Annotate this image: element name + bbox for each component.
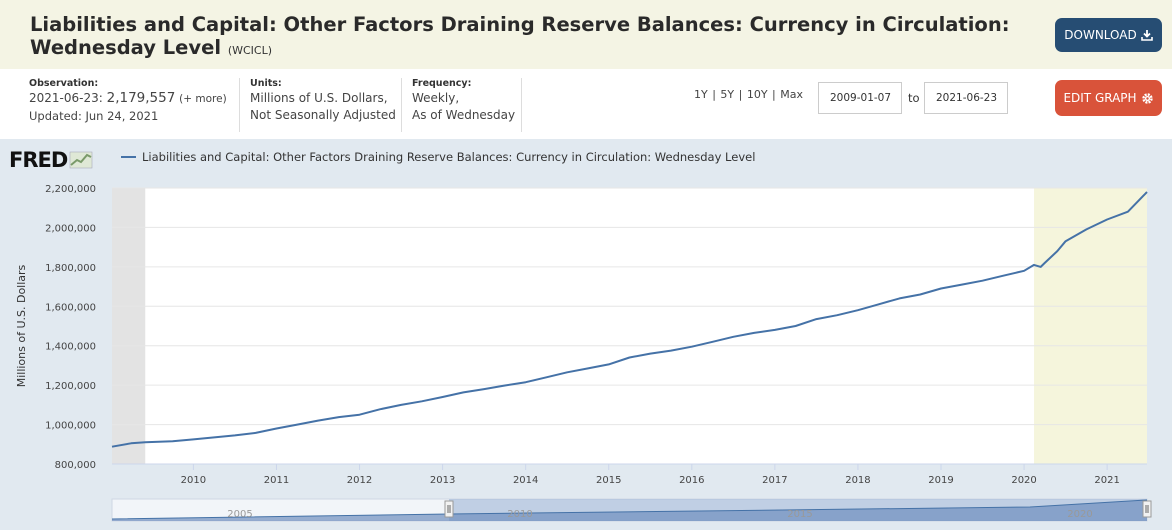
edit-graph-button[interactable]: EDIT GRAPH	[1055, 80, 1162, 116]
range-max-button[interactable]: Max	[780, 88, 804, 101]
frequency-block: Frequency: Weekly, As of Wednesday	[412, 78, 515, 124]
updated-date: Updated: Jun 24, 2021	[29, 109, 159, 123]
x-tick-label: 2015	[596, 475, 621, 486]
gear-icon	[1141, 92, 1153, 104]
y-tick-label: 1,600,000	[45, 302, 96, 313]
y-tick-label: 1,400,000	[45, 342, 96, 353]
observation-block: Observation: 2021-06-23: 2,179,557 (+ mo…	[29, 78, 227, 125]
x-tick-label: 2014	[513, 475, 538, 486]
navigator-handle[interactable]	[444, 500, 454, 518]
more-link[interactable]: (+ more)	[179, 93, 227, 105]
observation-value: 2,179,557	[106, 90, 176, 106]
x-tick-label: 2020	[1011, 475, 1036, 486]
divider	[401, 78, 402, 132]
chart-legend: Liabilities and Capital: Other Factors D…	[121, 150, 755, 164]
series-code: (WCICL)	[227, 44, 273, 57]
x-tick-label: 2012	[347, 475, 372, 486]
frequency-label: Frequency:	[412, 78, 472, 89]
y-tick-label: 2,000,000	[45, 223, 96, 234]
units-label: Units:	[250, 78, 282, 89]
edit-graph-label: EDIT GRAPH	[1063, 91, 1137, 105]
chart-trend-icon	[69, 151, 93, 169]
navigator-tick-label: 2005	[227, 509, 252, 520]
x-tick-label: 2017	[762, 475, 787, 486]
frequency-line-2: As of Wednesday	[412, 108, 516, 122]
series-line	[111, 191, 1148, 448]
observation-date: 2021-06-23:	[29, 91, 103, 105]
observation-label: Observation:	[29, 78, 99, 89]
y-tick-label: 1,200,000	[45, 381, 96, 392]
x-tick-label: 2011	[264, 475, 289, 486]
download-icon	[1140, 30, 1153, 41]
units-block: Units: Millions of U.S. Dollars, Not Sea…	[250, 78, 396, 124]
divider	[239, 78, 240, 132]
range-1y-button[interactable]: 1Y	[694, 88, 708, 101]
range-10y-button[interactable]: 10Y	[746, 88, 768, 101]
range-selector: 1Y | 5Y | 10Y | Max	[694, 88, 804, 101]
y-tick-label: 2,200,000	[45, 184, 96, 195]
navigator-handle[interactable]	[1142, 500, 1152, 518]
x-tick-label: 2018	[845, 475, 870, 486]
end-date-input[interactable]: 2021-06-23	[924, 82, 1008, 114]
navigator-tick-label: 2010	[507, 509, 532, 520]
shaded-period	[1034, 188, 1147, 464]
x-tick-label: 2013	[430, 475, 455, 486]
y-tick-label: 1,800,000	[45, 263, 96, 274]
frequency-line-1: Weekly,	[412, 91, 460, 105]
x-tick-label: 2019	[928, 475, 953, 486]
units-line-1: Millions of U.S. Dollars,	[250, 91, 388, 105]
y-axis-title: Millions of U.S. Dollars	[15, 264, 28, 387]
y-tick-label: 1,000,000	[45, 421, 96, 432]
line-chart: 800,000 1,000,000 1,200,000 1,400,000 1,600,…	[15, 184, 1152, 522]
x-tick-label: 2021	[1094, 475, 1119, 486]
start-date-input[interactable]: 2009-01-07	[818, 82, 902, 114]
series-title: Liabilities and Capital: Other Factors D…	[30, 13, 1040, 62]
range-5y-button[interactable]: 5Y	[720, 88, 735, 101]
x-tick-label: 2016	[679, 475, 704, 486]
title-bar: Liabilities and Capital: Other Factors D…	[0, 0, 1172, 69]
y-tick-label: 800,000	[55, 460, 96, 471]
navigator-tick-label: 2020	[1067, 509, 1092, 520]
plot-area	[112, 188, 1147, 464]
navigator-series-area	[112, 500, 1147, 521]
navigator-tick-label: 2015	[787, 509, 812, 520]
x-tick-label: 2010	[181, 475, 206, 486]
legend-swatch	[121, 156, 136, 158]
shaded-period	[112, 188, 146, 464]
navigator-series-line	[111, 499, 1148, 520]
divider	[521, 78, 522, 132]
download-button[interactable]: DOWNLOAD	[1055, 18, 1162, 52]
units-line-2: Not Seasonally Adjusted	[250, 108, 396, 122]
download-label: DOWNLOAD	[1064, 28, 1137, 42]
to-label: to	[908, 91, 920, 105]
legend-label: Liabilities and Capital: Other Factors D…	[142, 150, 756, 164]
fred-logo: FRED	[9, 148, 93, 172]
series-title-text: Liabilities and Capital: Other Factors D…	[30, 13, 1010, 59]
